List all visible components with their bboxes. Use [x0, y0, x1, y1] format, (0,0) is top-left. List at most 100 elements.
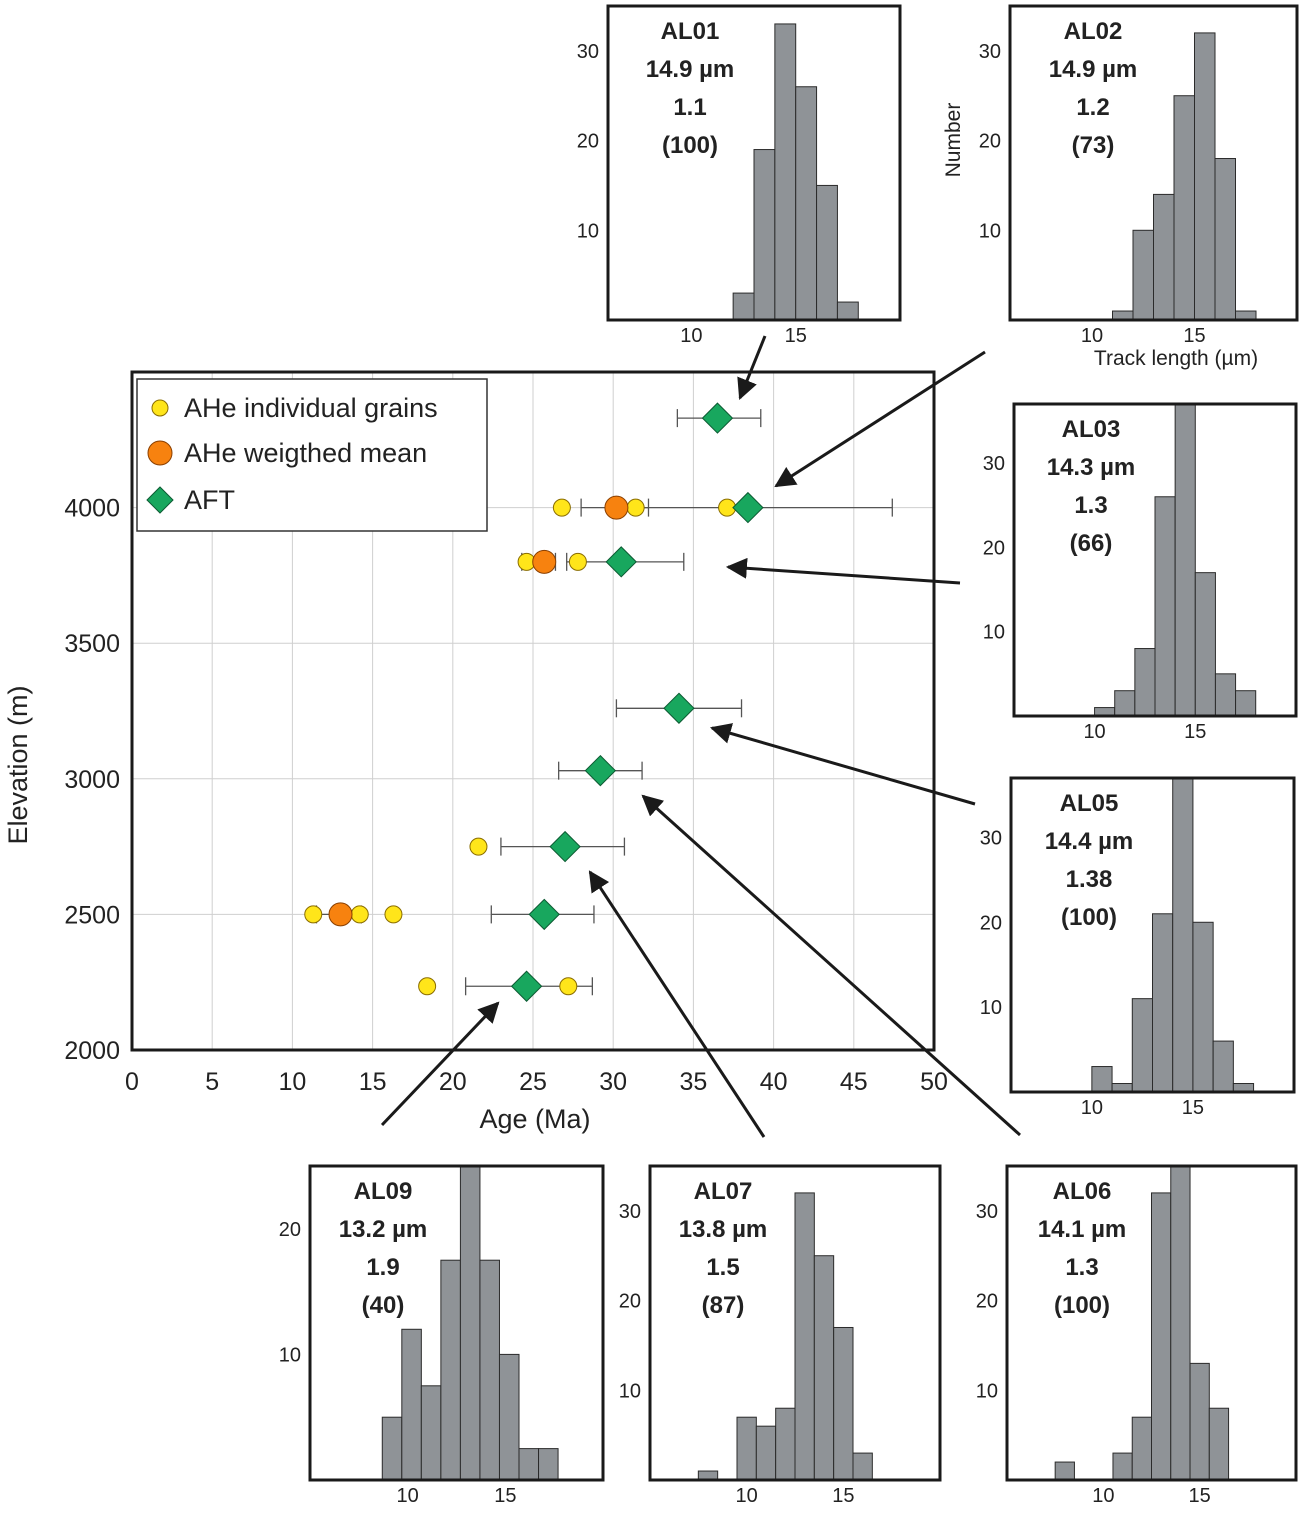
histogram-track-count: (40) — [362, 1292, 405, 1319]
histogram-x-tick-label: 10 — [1092, 1485, 1114, 1507]
histogram-std-dev: 1.5 — [706, 1254, 739, 1281]
histogram-mean-length: 14.9 µm — [646, 56, 735, 83]
histogram-track-count: (100) — [1054, 1292, 1110, 1319]
histogram-sample-name: AL06 — [1053, 1178, 1112, 1205]
histogram-bar — [755, 1425, 777, 1481]
histogram-y-tick-label: 20 — [983, 537, 1005, 559]
histogram-std-dev: 1.1 — [673, 94, 706, 121]
histogram-y-tick-label: 20 — [279, 1219, 301, 1241]
histogram-y-tick-label: 10 — [980, 997, 1002, 1019]
ahe-grain-point — [304, 905, 323, 924]
histogram-x-tick-label: 15 — [1184, 721, 1206, 743]
histogram-y-tick-label: 10 — [983, 622, 1005, 644]
x-tick-label: 35 — [679, 1068, 707, 1096]
ahe-grain-point — [552, 498, 571, 517]
histogram-bar — [1189, 1362, 1210, 1481]
histogram-bar — [1212, 1040, 1234, 1093]
histogram-bar — [1131, 998, 1154, 1093]
aft-point — [732, 491, 764, 524]
histogram-bar — [753, 149, 776, 321]
histogram-bar — [538, 1448, 559, 1481]
histogram-x-tick-label: 15 — [494, 1485, 516, 1507]
histogram-x-tick-label: 10 — [397, 1485, 419, 1507]
histogram-x-tick-label: 10 — [680, 325, 702, 347]
histogram-bar — [836, 301, 859, 321]
histogram-y-tick-label: 30 — [979, 41, 1001, 63]
x-tick-label: 0 — [125, 1068, 139, 1096]
histogram-frame — [1005, 1164, 1298, 1482]
arrow-al03 — [725, 557, 961, 585]
histogram-bar — [1131, 1416, 1152, 1481]
histogram-bar — [1208, 1407, 1230, 1481]
histogram-bar — [1170, 1165, 1191, 1481]
histogram-std-dev: 1.38 — [1066, 866, 1113, 893]
histogram-bar — [1152, 913, 1174, 1093]
histogram-sample-name: AL09 — [354, 1178, 413, 1205]
histogram-y-tick-label: 10 — [976, 1380, 998, 1402]
histogram-y-tick-label: 30 — [980, 827, 1002, 849]
histogram-bar — [774, 23, 797, 321]
ahe-grain-point — [350, 905, 369, 924]
histogram-y-tick-label: 20 — [980, 912, 1002, 934]
y-tick-label: 3000 — [64, 766, 120, 794]
histogram-bar — [1134, 648, 1156, 717]
arrow-al02 — [774, 350, 986, 488]
legend-marker-aft — [146, 486, 174, 514]
histogram-bar — [1054, 1461, 1075, 1481]
histogram-al03: 10 15 10 20 30 AL03 14.3 µm 1.3 (66) — [983, 402, 1298, 743]
histogram-frame — [1012, 402, 1298, 718]
aft-point — [549, 830, 581, 863]
histogram-bar — [794, 1192, 815, 1481]
histogram-bar — [1235, 690, 1257, 717]
histogram-bar — [420, 1385, 442, 1481]
histogram-mean-length: 14.4 µm — [1045, 828, 1134, 855]
x-tick-label: 30 — [599, 1068, 627, 1096]
histogram-bar — [775, 1407, 796, 1481]
histogram-bar — [1194, 572, 1216, 717]
histogram-std-dev: 1.9 — [366, 1254, 399, 1281]
histogram-x-tick-label: 15 — [1183, 325, 1205, 347]
aft-point — [663, 692, 695, 724]
histogram-bar — [732, 292, 755, 321]
histogram-x-tick-label: 15 — [832, 1485, 854, 1507]
histogram-frame — [648, 1164, 942, 1482]
histogram-y-axis-label: Number — [942, 103, 965, 178]
histogram-bar — [1214, 673, 1237, 717]
histogram-al09: 10 15 10 20 AL09 13.2 µm 1.9 (40) — [279, 1164, 605, 1507]
aft-point — [605, 546, 637, 578]
y-tick-label: 2000 — [64, 1037, 120, 1065]
histogram-y-tick-label: 20 — [976, 1291, 998, 1313]
histogram-x-tick-label: 10 — [736, 1485, 758, 1507]
legend-label-ahe-mean: AHe weigthed mean — [184, 438, 427, 468]
histogram-bar — [401, 1328, 422, 1481]
aft-point — [701, 402, 734, 434]
histogram-bar — [1192, 921, 1214, 1093]
histogram-bar — [1172, 777, 1194, 1093]
histogram-y-tick-label: 20 — [979, 131, 1001, 153]
histogram-bar — [1132, 229, 1154, 321]
histogram-bar — [440, 1259, 461, 1481]
histogram-bar — [1194, 32, 1216, 321]
legend-label-ahe-grains: AHe individual grains — [184, 393, 438, 423]
ahe-mean-point — [328, 902, 353, 927]
histogram-y-tick-label: 20 — [577, 131, 599, 153]
histogram-y-tick-label: 10 — [619, 1380, 641, 1402]
histogram-mean-length: 13.8 µm — [679, 1216, 768, 1243]
ahe-grain-point — [559, 977, 578, 996]
histogram-bar — [813, 1255, 835, 1481]
histogram-frame — [308, 1164, 605, 1482]
histogram-bar — [852, 1452, 873, 1481]
histogram-bar — [1091, 1066, 1113, 1093]
histogram-y-tick-label: 10 — [577, 220, 599, 242]
histogram-al05: 10 15 10 20 30 AL05 14.4 µm 1.38 (100) — [980, 776, 1296, 1119]
histogram-x-tick-label: 10 — [1081, 325, 1103, 347]
histogram-x-tick-label: 10 — [1081, 1097, 1103, 1119]
histogram-track-count: (100) — [1061, 904, 1117, 931]
ahe-grain-point — [469, 837, 488, 856]
histogram-mean-length: 14.1 µm — [1038, 1216, 1127, 1243]
y-tick-label: 4000 — [64, 495, 120, 523]
arrow-al09 — [380, 1001, 500, 1127]
x-tick-label: 5 — [205, 1068, 219, 1096]
ahe-grain-point — [384, 905, 403, 924]
histogram-mean-length: 14.3 µm — [1047, 454, 1136, 481]
